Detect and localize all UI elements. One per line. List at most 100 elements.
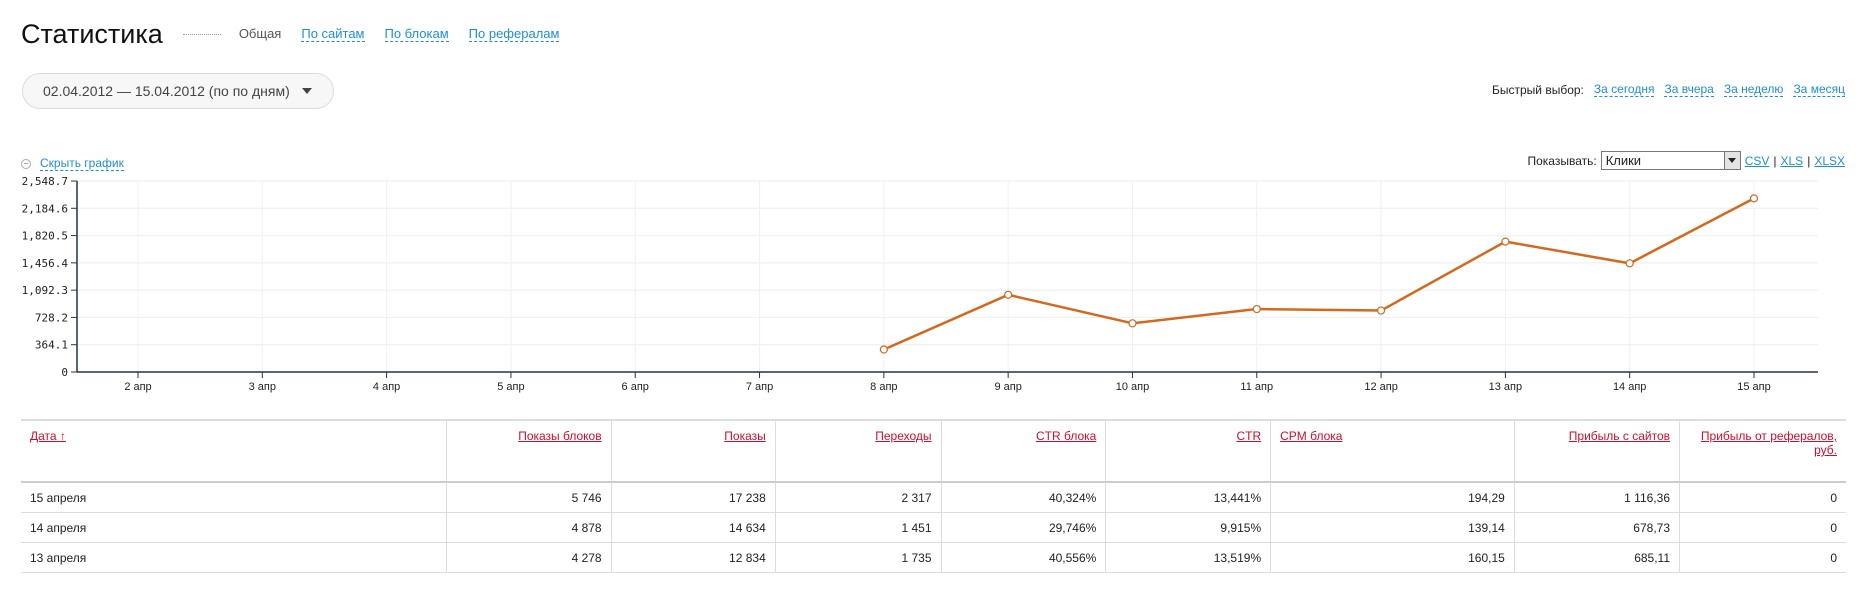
- table-cell: 678,73: [1514, 512, 1681, 543]
- quick-today-link[interactable]: За сегодня: [1593, 82, 1655, 97]
- x-tick-label: 2 апр: [124, 381, 151, 393]
- data-point: [1004, 290, 1013, 299]
- table-cell: 9,915%: [1105, 512, 1272, 543]
- show-label: Показывать:: [1527, 153, 1597, 168]
- table-cell: 4 278: [446, 542, 612, 573]
- stats-table: Дата ↑ Показы блоков Показы Переходы CTR бло…: [21, 419, 1846, 573]
- chevron-down-icon[interactable]: [1723, 152, 1740, 169]
- metric-select[interactable]: Клики: [1600, 151, 1741, 170]
- table-cell: 0: [1679, 482, 1846, 513]
- x-tick-label: 4 апр: [373, 381, 400, 393]
- column-header[interactable]: CTR: [1105, 419, 1272, 483]
- x-tick-label: 3 апр: [249, 381, 276, 393]
- y-tick-label: 2,184.6: [22, 202, 68, 215]
- data-point: [1749, 194, 1759, 203]
- date-range-dropdown[interactable]: 02.04.2012 — 15.04.2012 (по по дням): [22, 73, 334, 109]
- table-row: 15 апреля 5 746 17 238 2 317 40,324% 13,441% 1…: [21, 482, 1846, 513]
- column-header-label[interactable]: CTR: [1236, 429, 1262, 443]
- table-cell: 685,11: [1514, 542, 1681, 573]
- hide-chart-link[interactable]: Скрыть график: [40, 156, 124, 171]
- column-header-label[interactable]: CTR блока: [1036, 429, 1097, 443]
- export-csv-link[interactable]: CSV: [1744, 153, 1770, 168]
- x-tick-label: 10 апр: [1116, 381, 1149, 393]
- clicks-line-chart: 0 364.1 728.2 1,092.3 1,456.4 1,820.5 2,184.6 2…: [22, 175, 1818, 393]
- quick-yesterday-link[interactable]: За вчера: [1664, 82, 1714, 97]
- export-separator: |: [1807, 153, 1811, 168]
- table-cell: 4 878: [446, 512, 612, 543]
- table-cell: 0: [1679, 512, 1846, 543]
- table-cell: 29,746%: [941, 512, 1107, 543]
- column-header[interactable]: Дата ↑: [21, 419, 448, 483]
- table-cell: 139,14: [1270, 512, 1515, 543]
- x-tick-label: 12 апр: [1364, 381, 1397, 393]
- table-cell: 5 746: [446, 482, 612, 513]
- table-header-row: Дата ↑ Показы блоков Показы Переходы CTR бло…: [21, 419, 1846, 483]
- table-cell: 12 834: [611, 542, 776, 573]
- data-point: [1625, 259, 1634, 268]
- table-cell: 1 735: [775, 542, 942, 573]
- y-tick-label: 2,548.7: [22, 175, 68, 188]
- table-cell: 14 634: [611, 512, 776, 543]
- y-tick-label: 0: [61, 366, 68, 379]
- column-header[interactable]: CTR блока: [941, 419, 1107, 483]
- table-cell: 194,29: [1270, 482, 1515, 513]
- chevron-down-icon: [301, 88, 312, 94]
- y-tick-label: 364.1: [35, 339, 68, 352]
- title-separator: [182, 33, 221, 35]
- x-tick-label: 5 апр: [497, 381, 524, 393]
- column-header-label[interactable]: CPM блока: [1280, 429, 1343, 443]
- tab-by-blocks[interactable]: По блокам: [384, 26, 449, 42]
- table-cell: 40,556%: [941, 542, 1107, 573]
- tab-by-referrals[interactable]: По рефералам: [468, 26, 560, 42]
- data-point: [1128, 319, 1137, 328]
- date-range-label: 02.04.2012 — 15.04.2012 (по по дням): [43, 83, 290, 99]
- quick-month-link[interactable]: За месяц: [1793, 82, 1845, 97]
- x-tick-label: 6 апр: [622, 381, 649, 393]
- table-body: 15 апреля 5 746 17 238 2 317 40,324% 13,441% 1…: [21, 482, 1846, 573]
- x-tick-label: 14 апр: [1613, 381, 1646, 393]
- show-control: Показывать: Клики CSV | XLS | XLSX: [1527, 151, 1845, 170]
- y-tick-label: 1,820.5: [22, 230, 68, 243]
- quick-week-link[interactable]: За неделю: [1723, 82, 1784, 97]
- column-header[interactable]: Показы: [611, 419, 776, 483]
- table-cell: 13,441%: [1105, 482, 1272, 513]
- tab-bar: Общая По сайтам По блокам По рефералам: [239, 26, 560, 42]
- data-point: [1252, 304, 1261, 314]
- column-header[interactable]: Прибыль от рефералов, руб.: [1679, 419, 1846, 483]
- table-row: 14 апреля 4 878 14 634 1 451 29,746% 9,915% 13…: [21, 512, 1846, 543]
- tab-by-sites[interactable]: По сайтам: [301, 26, 365, 42]
- x-tick-label: 11 апр: [1240, 381, 1273, 393]
- x-tick-label: 13 апр: [1489, 381, 1522, 393]
- x-tick-label: 15 апр: [1737, 381, 1770, 393]
- table-cell: 17 238: [611, 482, 776, 513]
- quick-select: Быстрый выбор: За сегодня За вчера За не…: [1492, 82, 1845, 97]
- table-cell: 2 317: [775, 482, 942, 513]
- column-header-label[interactable]: Переходы: [875, 429, 932, 443]
- y-tick-label: 1,092.3: [22, 284, 68, 297]
- column-header-label[interactable]: Прибыль от рефералов, руб.: [1700, 429, 1837, 457]
- column-header[interactable]: Переходы: [775, 419, 942, 483]
- tab-general[interactable]: Общая: [238, 26, 282, 41]
- x-tick-label: 7 апр: [746, 381, 773, 393]
- column-header-label[interactable]: Прибыль с сайтов: [1568, 429, 1670, 443]
- table-cell: 1 451: [775, 512, 942, 543]
- y-tick-label: 1,456.4: [22, 257, 69, 270]
- column-header-label[interactable]: Показы: [724, 429, 766, 443]
- table-cell: 1 116,36: [1514, 482, 1681, 513]
- hide-chart-toggle[interactable]: − Скрыть график: [21, 156, 124, 171]
- column-header[interactable]: Показы блоков: [446, 419, 612, 483]
- collapse-icon: −: [21, 158, 31, 169]
- table-cell: 14 апреля: [21, 512, 448, 543]
- table-cell: 15 апреля: [21, 482, 448, 513]
- export-xlsx-link[interactable]: XLSX: [1814, 153, 1845, 168]
- column-header[interactable]: Прибыль с сайтов: [1514, 419, 1681, 483]
- column-header-label[interactable]: Показы блоков: [518, 429, 602, 443]
- column-header-label[interactable]: Дата ↑: [30, 429, 66, 443]
- export-xls-link[interactable]: XLS: [1780, 153, 1804, 168]
- series-line: [883, 197, 1755, 351]
- metric-select-value: Клики: [1605, 153, 1642, 168]
- column-header[interactable]: CPM блока: [1270, 419, 1515, 483]
- data-point: [1376, 306, 1386, 315]
- data-point: [1501, 237, 1510, 246]
- table-cell: 40,324%: [941, 482, 1107, 513]
